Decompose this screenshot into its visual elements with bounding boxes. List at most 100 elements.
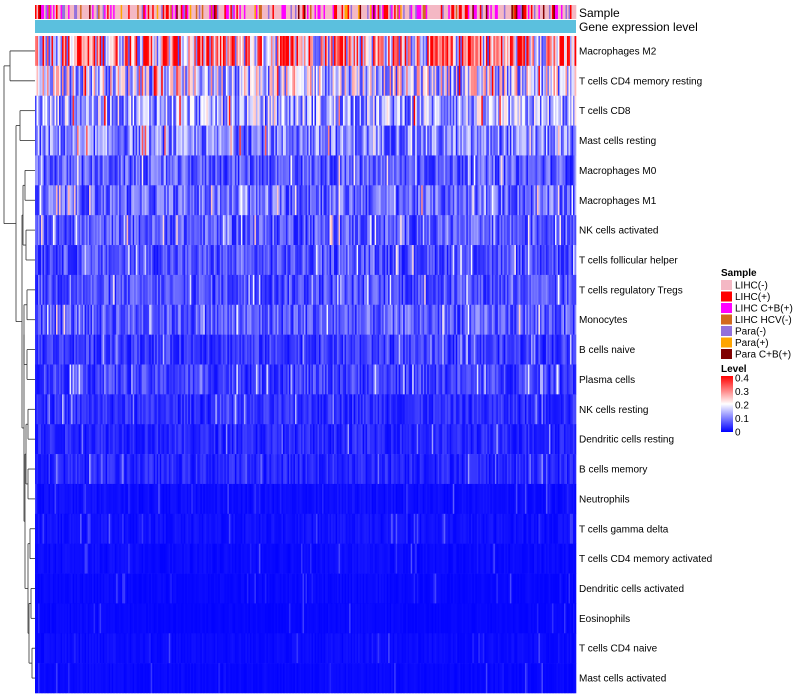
heatmap-cell — [370, 155, 372, 186]
heatmap-cell — [243, 95, 246, 126]
heatmap-cell — [395, 274, 398, 306]
heatmap-cell — [150, 245, 153, 276]
heatmap-cell — [77, 304, 79, 335]
heatmap-cell — [89, 304, 91, 335]
heatmap-cell — [572, 304, 575, 335]
heatmap-cell — [69, 394, 72, 425]
heatmap-cell — [482, 65, 485, 97]
heatmap-cell — [281, 304, 284, 335]
heatmap-cell — [332, 155, 335, 186]
heatmap-cell — [234, 125, 237, 156]
heatmap-cell — [403, 155, 405, 186]
heatmap-cell — [158, 334, 161, 365]
heatmap-cell — [484, 245, 487, 276]
heatmap-cell — [264, 215, 267, 246]
heatmap-cell — [418, 155, 421, 186]
heatmap-cell — [472, 65, 475, 97]
heatmap-cell — [530, 155, 533, 186]
heatmap-cell — [473, 185, 476, 216]
sample-annotation-cell — [367, 5, 369, 19]
heatmap-cell — [452, 155, 455, 186]
heatmap-cell — [517, 125, 520, 156]
heatmap-cell — [260, 125, 263, 156]
sample-annotation-cell — [448, 5, 451, 19]
heatmap-cell — [72, 155, 75, 186]
heatmap-cell — [182, 215, 185, 246]
heatmap-cell — [415, 304, 417, 335]
heatmap-cell — [364, 36, 366, 67]
heatmap-cell — [138, 95, 141, 126]
heatmap-cell — [310, 304, 312, 335]
heatmap-cell — [53, 95, 55, 126]
heatmap-cell — [488, 215, 491, 246]
heatmap-cell — [153, 125, 156, 156]
heatmap-cell — [322, 304, 324, 335]
heatmap-cell — [337, 274, 339, 306]
heatmap-cell — [72, 125, 75, 156]
heatmap-cell — [533, 155, 536, 186]
heatmap-cell — [122, 304, 124, 335]
heatmap-cell — [300, 364, 303, 395]
heatmap-cell — [554, 95, 557, 126]
heatmap-cell — [243, 394, 246, 425]
heatmap-cell — [544, 155, 547, 186]
heatmap-cell — [228, 65, 231, 97]
heatmap-cell — [427, 95, 430, 126]
heatmap-cell — [219, 394, 222, 425]
heatmap-cell — [207, 304, 210, 335]
heatmap-cell — [189, 185, 192, 216]
heatmap-cell — [437, 95, 440, 126]
heatmap-cell — [302, 155, 305, 186]
heatmap-cell — [382, 95, 384, 126]
heatmap-cell — [574, 274, 577, 306]
heatmap-cell — [509, 215, 512, 246]
sample-annotation-cell — [191, 5, 194, 19]
heatmap-cell — [379, 245, 381, 276]
heatmap-cell — [490, 334, 493, 365]
heatmap-cell — [66, 185, 69, 216]
heatmap-cell — [452, 36, 455, 67]
heatmap-cell — [461, 215, 464, 246]
heatmap-cell — [99, 125, 102, 156]
heatmap-cell — [114, 155, 117, 186]
heatmap-cell — [395, 364, 398, 395]
heatmap-cell — [161, 394, 164, 425]
heatmap-cell — [251, 334, 254, 365]
heatmap-cell — [500, 304, 503, 335]
heatmap-cell — [287, 334, 290, 365]
heatmap-cell — [177, 274, 180, 306]
heatmap-cell — [45, 394, 48, 425]
heatmap-cell — [329, 304, 332, 335]
heatmap-cell — [487, 215, 490, 246]
heatmap-cell — [455, 245, 458, 276]
heatmap-cell — [511, 65, 514, 97]
heatmap-cell — [125, 364, 127, 395]
heatmap-cell — [282, 394, 285, 425]
heatmap-cell — [213, 334, 216, 365]
heatmap-cell — [538, 215, 541, 246]
heatmap-cell — [359, 95, 362, 126]
heatmap-cell — [409, 364, 411, 395]
heatmap-cell — [228, 185, 231, 216]
heatmap-cell — [204, 36, 207, 67]
heatmap-cell — [427, 304, 430, 335]
heatmap-cell — [285, 215, 288, 246]
heatmap-cell — [180, 185, 183, 216]
heatmap-cell — [125, 125, 127, 156]
heatmap-cell — [563, 304, 566, 335]
heatmap-cell — [364, 334, 366, 365]
heatmap-cell — [481, 304, 484, 335]
heatmap-cell — [349, 304, 351, 335]
heatmap-cell — [478, 274, 481, 306]
heatmap-cell — [210, 65, 213, 97]
sample-annotation-cell — [167, 5, 170, 19]
heatmap-cell — [68, 36, 70, 67]
heatmap-cell — [350, 36, 353, 67]
heatmap-cell — [406, 125, 408, 156]
heatmap-cell — [529, 95, 532, 126]
sample-annotation-cell — [325, 5, 327, 19]
heatmap-cell — [557, 364, 560, 395]
sample-annotation-cell — [340, 5, 342, 19]
sample-annotation-cell — [278, 5, 281, 19]
heatmap-cell — [554, 36, 557, 67]
